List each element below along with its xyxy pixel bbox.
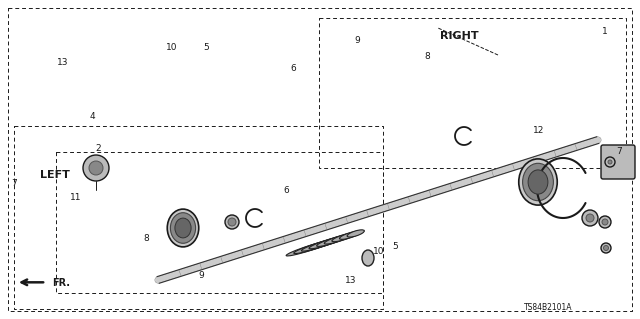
Text: 4: 4 — [90, 112, 95, 121]
Text: 9: 9 — [355, 36, 360, 45]
Text: 11: 11 — [70, 193, 81, 202]
Text: FR.: FR. — [52, 278, 70, 288]
Text: 3: 3 — [538, 173, 543, 182]
Ellipse shape — [175, 218, 191, 238]
Text: 2: 2 — [95, 144, 100, 153]
Text: RIGHT: RIGHT — [440, 31, 479, 41]
Text: 5: 5 — [393, 242, 398, 251]
Text: 7: 7 — [617, 147, 622, 156]
Text: 10: 10 — [373, 247, 385, 256]
Ellipse shape — [519, 159, 557, 205]
Ellipse shape — [339, 231, 360, 239]
Circle shape — [586, 214, 594, 222]
Circle shape — [605, 157, 615, 167]
Text: 13: 13 — [57, 58, 68, 67]
Ellipse shape — [347, 230, 364, 237]
Text: 7: 7 — [12, 179, 17, 188]
Ellipse shape — [362, 250, 374, 266]
Ellipse shape — [309, 236, 345, 249]
Circle shape — [602, 219, 608, 225]
Ellipse shape — [332, 233, 356, 242]
Ellipse shape — [294, 239, 338, 254]
Circle shape — [228, 218, 236, 226]
Circle shape — [601, 243, 611, 253]
Text: 6: 6 — [291, 64, 296, 73]
Text: 8: 8 — [143, 234, 148, 243]
Ellipse shape — [167, 209, 199, 247]
Circle shape — [225, 215, 239, 229]
Ellipse shape — [528, 170, 548, 194]
Circle shape — [608, 160, 612, 164]
Ellipse shape — [324, 234, 353, 244]
Text: 5: 5 — [204, 43, 209, 52]
Text: LEFT: LEFT — [40, 170, 70, 180]
Circle shape — [582, 210, 598, 226]
Text: 6: 6 — [284, 186, 289, 195]
FancyBboxPatch shape — [601, 145, 635, 179]
Text: 8: 8 — [425, 52, 430, 61]
Ellipse shape — [286, 240, 334, 256]
Circle shape — [83, 155, 109, 181]
Text: TS84B2101A: TS84B2101A — [524, 303, 573, 312]
Text: 1: 1 — [602, 27, 607, 36]
Ellipse shape — [317, 235, 349, 246]
Text: 12: 12 — [533, 126, 545, 135]
Ellipse shape — [301, 238, 342, 251]
Text: 13: 13 — [345, 276, 356, 285]
Ellipse shape — [170, 213, 196, 243]
Ellipse shape — [523, 163, 554, 201]
Circle shape — [599, 216, 611, 228]
Text: 9: 9 — [199, 271, 204, 280]
Circle shape — [604, 246, 609, 250]
Circle shape — [89, 161, 103, 175]
Text: 10: 10 — [166, 43, 177, 52]
